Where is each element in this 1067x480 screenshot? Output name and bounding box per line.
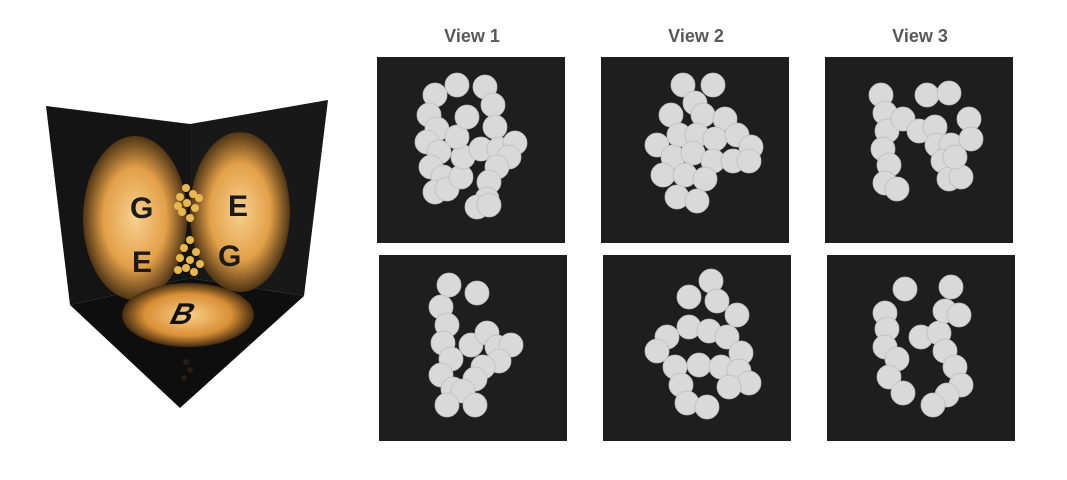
projected-sphere	[702, 126, 728, 152]
projected-sphere	[946, 302, 972, 328]
projected-sphere	[884, 176, 910, 202]
view-1-label: View 1	[444, 26, 500, 46]
projected-sphere	[670, 72, 696, 98]
view-3-top-svg	[868, 80, 984, 202]
projected-sphere	[876, 364, 902, 390]
projected-sphere	[444, 124, 470, 150]
projected-sphere	[692, 166, 718, 192]
projected-sphere	[650, 162, 676, 188]
view-1-bottom-svg	[428, 272, 524, 418]
view-3-label: View 3	[892, 26, 948, 46]
wall-letter-2: E	[228, 190, 248, 223]
view-2-label: View 2	[668, 26, 724, 46]
projected-sphere	[476, 192, 502, 218]
projected-sphere	[704, 288, 730, 314]
view-2-top-svg	[644, 72, 764, 214]
projected-sphere	[462, 392, 488, 418]
projected-sphere	[920, 392, 946, 418]
projected-sphere	[716, 374, 742, 400]
projected-sphere	[434, 392, 460, 418]
view-3-bottom-svg	[872, 274, 974, 418]
projected-sphere	[480, 92, 506, 118]
projected-sphere	[938, 274, 964, 300]
projected-sphere	[684, 188, 710, 214]
projected-sphere	[686, 352, 712, 378]
projected-sphere	[714, 324, 740, 350]
view-1-bottom-projection	[379, 255, 567, 441]
projected-sphere	[694, 394, 720, 420]
view-3-top-projection	[825, 57, 1013, 243]
projected-sphere	[892, 276, 918, 302]
projected-sphere	[644, 338, 670, 364]
projected-sphere	[482, 114, 508, 140]
projected-sphere	[464, 280, 490, 306]
view-2-bottom-svg	[644, 268, 762, 420]
view-3-bottom-projection	[827, 255, 1015, 441]
projected-sphere	[724, 302, 750, 328]
sphere-cluster	[174, 184, 204, 276]
view-1-top-svg	[414, 72, 528, 220]
floor-glow	[122, 283, 254, 347]
projected-sphere	[958, 126, 984, 152]
floor-reflection	[181, 359, 193, 381]
right-wall-glow	[190, 132, 290, 292]
projected-sphere	[444, 72, 470, 98]
projected-sphere	[676, 284, 702, 310]
projected-sphere	[936, 80, 962, 106]
view-2-top-projection	[601, 57, 789, 243]
projected-sphere	[700, 72, 726, 98]
shadow-projection-cube: G E E G B	[46, 100, 328, 408]
projected-sphere	[914, 82, 940, 108]
projected-sphere	[736, 148, 762, 174]
projected-sphere	[890, 380, 916, 406]
projected-sphere	[436, 272, 462, 298]
wall-letter-3: E	[132, 246, 152, 279]
wall-letter-4: G	[218, 240, 241, 273]
view-1-top-projection	[377, 57, 565, 243]
projected-sphere	[942, 144, 968, 170]
wall-letter-1: G	[130, 192, 153, 225]
projected-sphere	[454, 104, 480, 130]
left-wall-glow	[83, 136, 187, 300]
view-2-bottom-projection	[603, 255, 791, 441]
